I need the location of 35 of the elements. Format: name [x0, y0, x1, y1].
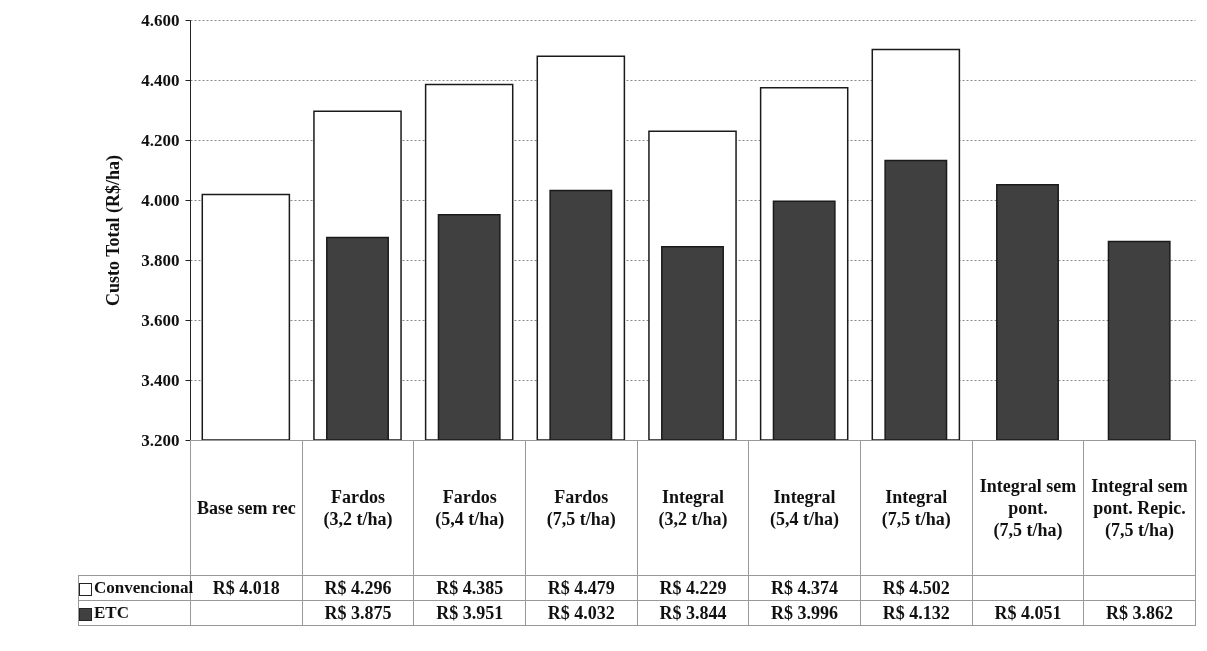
x-tick-label: Integral sem pont. Repic. (7,5 t/ha) — [1091, 476, 1188, 540]
data-label: R$ 4.051 — [972, 600, 1084, 626]
y-tick-label: 3.800 — [141, 250, 180, 270]
data-label: R$ 3.951 — [413, 600, 526, 626]
data-label: R$ 3.862 — [1083, 600, 1196, 626]
data-label: R$ 4.229 — [637, 575, 749, 601]
data-label: R$ 3.844 — [637, 600, 749, 626]
x-tick-label: Integral (5,4 t/ha) — [770, 487, 840, 529]
data-label: R$ 4.032 — [525, 600, 638, 626]
x-tick-label: Integral sem pont. (7,5 t/ha) — [979, 476, 1077, 540]
y-tick-label: 4.400 — [141, 70, 180, 90]
data-label: R$ 4.479 — [525, 575, 638, 601]
data-label: R$ 4.296 — [302, 575, 414, 601]
y-axis-title: Custo Total (R$/ha) — [103, 154, 125, 307]
y-tick-label: 3.200 — [141, 430, 180, 450]
x-tick-label: Integral (3,2 t/ha) — [658, 487, 728, 529]
data-label: R$ 4.374 — [748, 575, 861, 601]
legend-label: Convencional — [78, 575, 194, 601]
x-tick-label: Base sem rec — [197, 498, 296, 518]
data-label: R$ 4.018 — [212, 577, 280, 598]
data-label: R$ 4.502 — [860, 575, 973, 601]
y-tick-label: 3.600 — [141, 310, 180, 330]
data-label: R$ 4.132 — [860, 600, 973, 626]
y-tick-label: 4.200 — [141, 130, 180, 150]
legend-label: ETC — [78, 600, 191, 626]
data-label: R$ 4.385 — [413, 575, 526, 601]
data-label: R$ 3.875 — [302, 600, 414, 626]
y-tick-label: 3.400 — [141, 370, 180, 390]
x-tick-label: Fardos (5,4 t/ha) — [435, 487, 505, 529]
data-label: R$ 3.996 — [748, 600, 861, 626]
y-tick-label: 4.600 — [141, 10, 180, 30]
x-tick-label: Integral (7,5 t/ha) — [881, 487, 951, 529]
y-tick-label: 4.000 — [141, 190, 180, 210]
x-tick-label: Fardos (7,5 t/ha) — [546, 487, 616, 529]
x-tick-label: Fardos (3,2 t/ha) — [323, 487, 393, 529]
